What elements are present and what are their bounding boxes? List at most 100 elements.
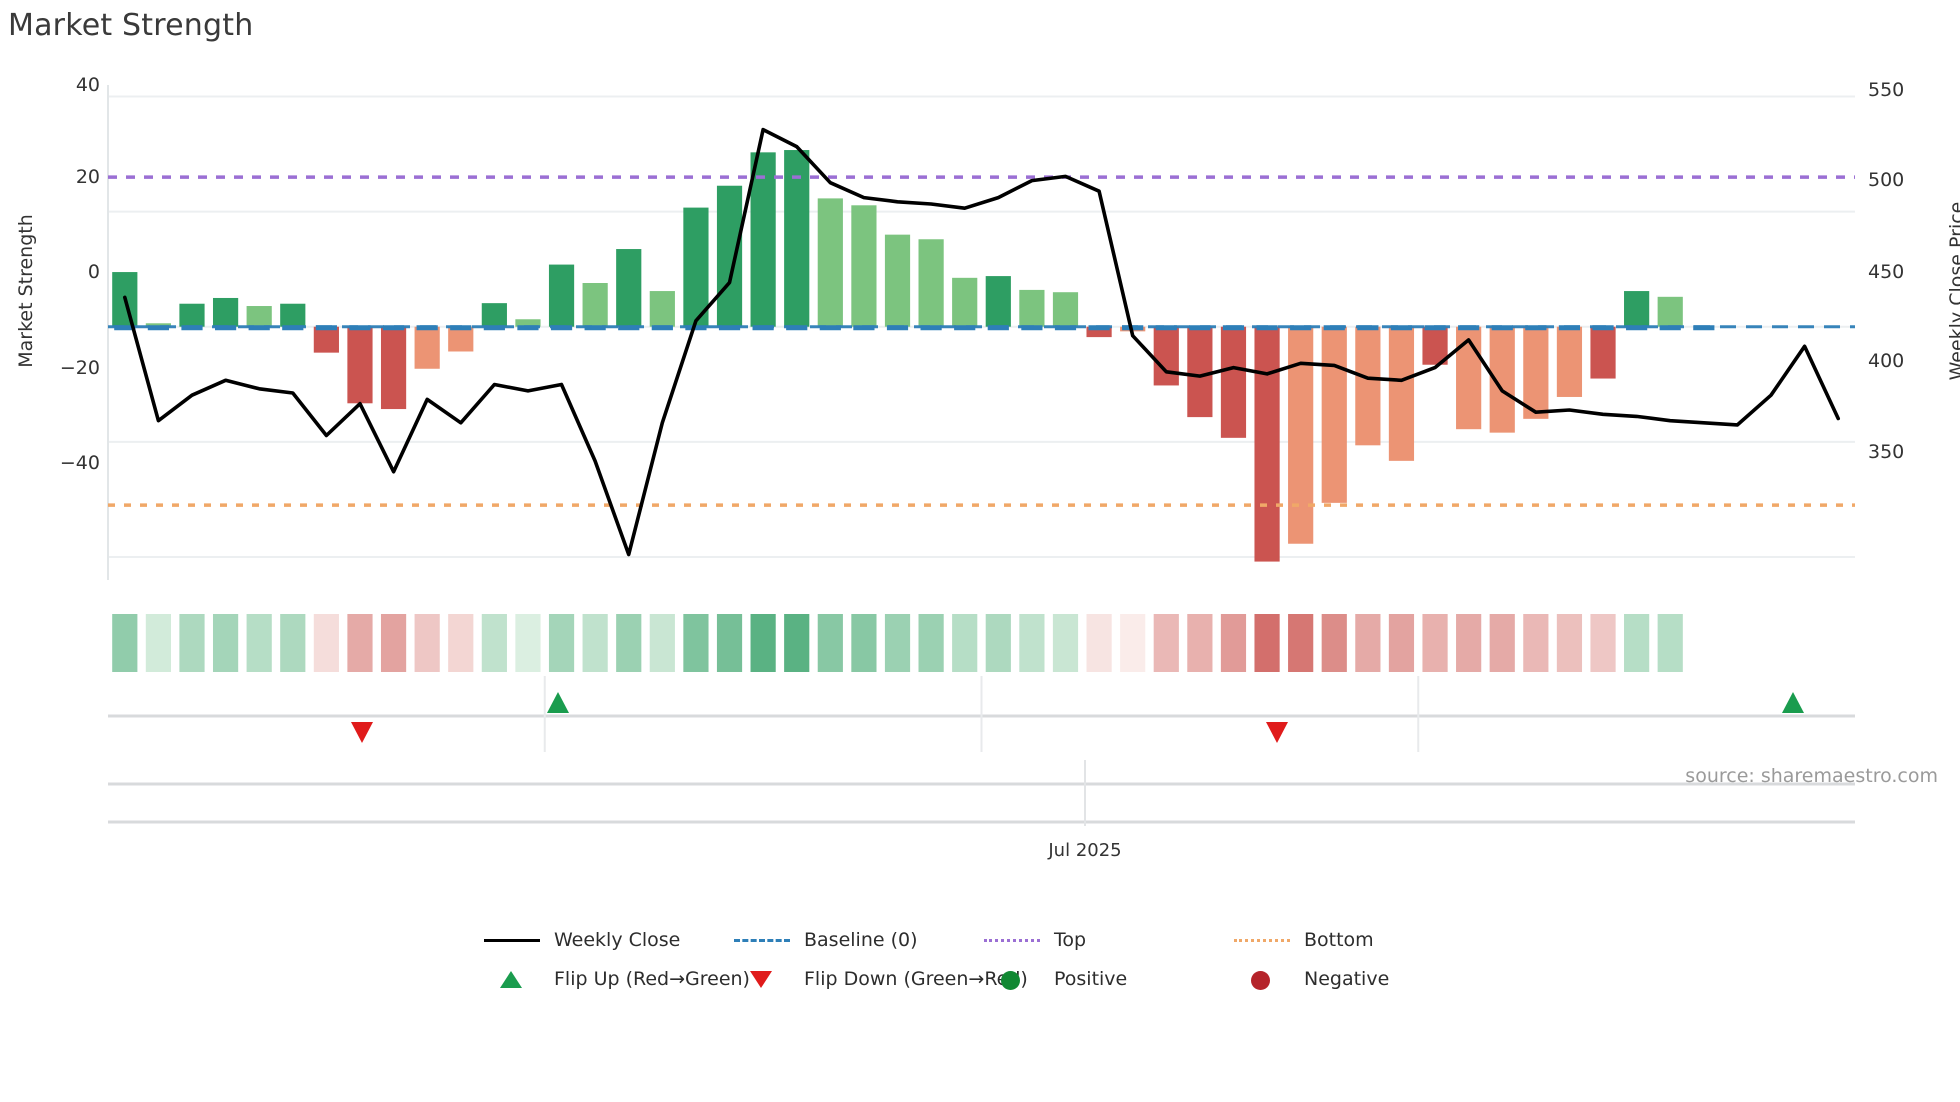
legend-item-bottom[interactable]: Bottom <box>1230 920 1480 959</box>
bar-33[interactable] <box>1220 326 1247 438</box>
bar-40[interactable] <box>1456 326 1482 430</box>
heatmap-cell-1[interactable] <box>145 614 171 672</box>
bar-23[interactable] <box>884 234 911 327</box>
bar-21[interactable] <box>817 198 843 327</box>
flip-down-marker-2[interactable] <box>1266 722 1288 743</box>
bar-8[interactable] <box>380 326 407 410</box>
legend-item-flip-up[interactable]: Flip Up (Red→Green) <box>480 959 750 998</box>
bar-1[interactable] <box>145 323 171 327</box>
heatmap-cell-17[interactable] <box>683 614 709 672</box>
heatmap-cell-37[interactable] <box>1355 614 1381 672</box>
bar-27[interactable] <box>1019 289 1045 327</box>
flip-up-marker-3[interactable] <box>1782 692 1804 713</box>
bar-20[interactable] <box>784 150 810 327</box>
heatmap-cell-30[interactable] <box>1120 614 1146 672</box>
bar-28[interactable] <box>1052 292 1079 327</box>
heatmap-cell-15[interactable] <box>616 614 642 672</box>
bar-22[interactable] <box>851 205 877 327</box>
heatmap-cell-35[interactable] <box>1288 614 1314 672</box>
bar-45[interactable] <box>1624 291 1650 327</box>
bar-36[interactable] <box>1321 326 1347 503</box>
legend-item-flip-down[interactable]: Flip Down (Green→Red) <box>730 959 1028 998</box>
heatmap-cell-41[interactable] <box>1489 614 1515 672</box>
bar-11[interactable] <box>481 303 507 327</box>
heatmap-cell-3[interactable] <box>212 614 239 672</box>
heatmap-cell-45[interactable] <box>1624 614 1650 672</box>
bar-14[interactable] <box>582 283 608 327</box>
heatmap-cell-8[interactable] <box>380 614 407 672</box>
heatmap-cell-25[interactable] <box>952 614 978 672</box>
heatmap-cell-0[interactable] <box>112 614 138 672</box>
bar-6[interactable] <box>313 326 339 353</box>
heatmap-cell-42[interactable] <box>1523 614 1549 672</box>
bar-5[interactable] <box>280 303 306 327</box>
bar-13[interactable] <box>548 264 575 327</box>
heatmap-cell-32[interactable] <box>1187 614 1213 672</box>
heatmap-cell-19[interactable] <box>750 614 776 672</box>
heatmap-cell-44[interactable] <box>1590 614 1616 672</box>
bar-2[interactable] <box>179 303 205 327</box>
bar-38[interactable] <box>1388 326 1415 461</box>
heatmap-cell-39[interactable] <box>1422 614 1448 672</box>
heatmap-cell-38[interactable] <box>1388 614 1415 672</box>
bar-9[interactable] <box>414 326 440 369</box>
legend-item-negative[interactable]: Negative <box>1230 959 1480 998</box>
heatmap-cell-12[interactable] <box>515 614 541 672</box>
heatmap-cell-23[interactable] <box>884 614 911 672</box>
heatmap-cell-7[interactable] <box>347 614 373 672</box>
bar-18[interactable] <box>716 185 743 327</box>
bar-29[interactable] <box>1086 326 1112 338</box>
heatmap-cell-24[interactable] <box>918 614 944 672</box>
heatmap-cell-46[interactable] <box>1657 614 1683 672</box>
bar-3[interactable] <box>212 297 239 327</box>
bar-15[interactable] <box>616 249 642 327</box>
bar-4[interactable] <box>246 306 272 327</box>
heatmap-cell-21[interactable] <box>817 614 843 672</box>
bar-16[interactable] <box>649 291 675 327</box>
bar-17[interactable] <box>683 207 709 327</box>
heatmap-cell-36[interactable] <box>1321 614 1347 672</box>
heatmap-cell-13[interactable] <box>548 614 575 672</box>
heatmap-cell-43[interactable] <box>1556 614 1583 672</box>
bar-31[interactable] <box>1153 326 1179 386</box>
flip-down-marker-0[interactable] <box>351 722 373 743</box>
bar-34[interactable] <box>1254 326 1280 562</box>
bar-24[interactable] <box>918 239 944 327</box>
heatmap-cell-5[interactable] <box>280 614 306 672</box>
bar-26[interactable] <box>985 276 1011 327</box>
bar-7[interactable] <box>347 326 373 404</box>
bar-37[interactable] <box>1355 326 1381 446</box>
flip-up-marker-1[interactable] <box>547 692 569 713</box>
heatmap-cell-9[interactable] <box>414 614 440 672</box>
legend-item-positive[interactable]: Positive <box>980 959 1230 998</box>
legend-item-weekly-close[interactable]: Weekly Close <box>480 920 730 959</box>
bar-43[interactable] <box>1556 326 1583 397</box>
bar-35[interactable] <box>1288 326 1314 544</box>
heatmap-cell-20[interactable] <box>784 614 810 672</box>
heatmap-cell-31[interactable] <box>1153 614 1179 672</box>
heatmap-cell-28[interactable] <box>1052 614 1079 672</box>
heatmap-cell-16[interactable] <box>649 614 675 672</box>
heatmap-cell-22[interactable] <box>851 614 877 672</box>
heatmap-cell-14[interactable] <box>582 614 608 672</box>
heatmap-cell-40[interactable] <box>1456 614 1482 672</box>
heatmap-cell-27[interactable] <box>1019 614 1045 672</box>
legend-item-baseline[interactable]: Baseline (0) <box>730 920 980 959</box>
bar-10[interactable] <box>448 326 474 352</box>
bar-25[interactable] <box>952 277 978 327</box>
heatmap-cell-29[interactable] <box>1086 614 1112 672</box>
heatmap-cell-34[interactable] <box>1254 614 1280 672</box>
legend-item-top[interactable]: Top <box>980 920 1230 959</box>
heatmap-cell-6[interactable] <box>313 614 339 672</box>
bar-19[interactable] <box>750 152 776 327</box>
heatmap-cell-4[interactable] <box>246 614 272 672</box>
heatmap-cell-11[interactable] <box>481 614 507 672</box>
heatmap-cell-18[interactable] <box>716 614 743 672</box>
heatmap-cell-26[interactable] <box>985 614 1011 672</box>
bar-12[interactable] <box>515 319 541 327</box>
bar-32[interactable] <box>1187 326 1213 418</box>
heatmap-cell-33[interactable] <box>1220 614 1247 672</box>
bar-46[interactable] <box>1657 296 1683 327</box>
bar-44[interactable] <box>1590 326 1616 379</box>
heatmap-cell-10[interactable] <box>448 614 474 672</box>
